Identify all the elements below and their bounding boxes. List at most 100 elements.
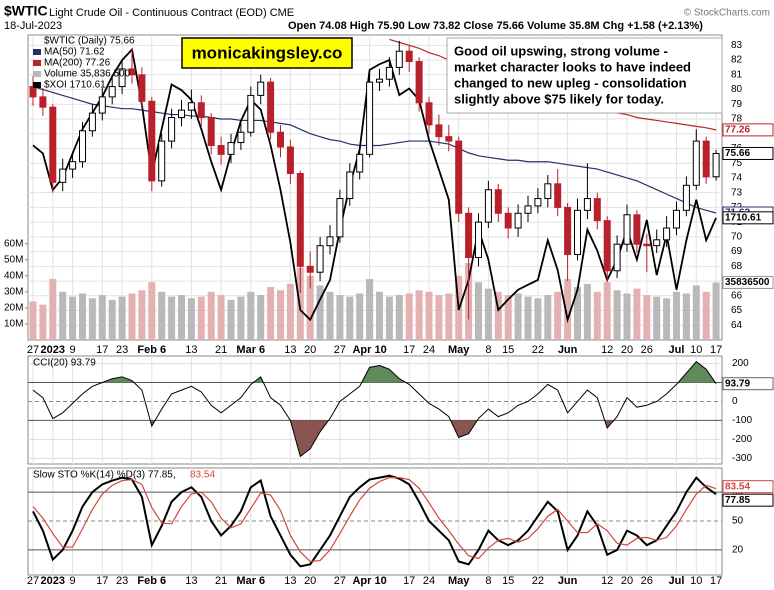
candle-body [653,239,661,247]
volume-bar [79,293,86,340]
volume-bar [504,295,512,340]
candle-body [217,145,225,155]
volume-bar [653,296,661,340]
x-tick-label: 13 [284,344,296,356]
candle-body [593,198,601,222]
volume-bar [534,298,542,340]
legend-entry: CCI(20) 93.79 [33,358,96,369]
candle-body [385,66,393,80]
y-tick-label: 69 [731,246,743,257]
candle-body [267,81,275,133]
volume-bar [484,288,492,340]
value-badge-label: 83.54 [725,481,750,492]
volume-bar [88,298,96,340]
volume-bar [138,290,146,340]
candle-body [682,184,690,211]
series-line [32,474,717,568]
x-tick-label: 17 [96,344,108,356]
x-tick-label: 8 [485,344,491,356]
candle-body [484,189,492,223]
x-tick-label: Apr 10 [352,575,386,587]
y2-tick-label: 10M [4,319,23,330]
x-tick-label: Jul [669,575,685,587]
candle-body [237,131,245,144]
x-tick-label: 17 [403,344,415,356]
volume-bar [98,295,106,340]
y-tick-label: -100 [732,415,752,426]
legend-entry: MA(200) 77.26 [44,58,111,69]
y2-tick-label: 40M [4,270,23,281]
y-tick-label: 83 [731,40,743,51]
candle-body [108,86,116,98]
volume-bar [237,296,245,340]
y-tick-label: 200 [732,358,749,369]
y-tick-label: 70 [731,232,743,243]
candle-body [79,130,86,163]
candle-body [207,117,215,147]
volume-bar [554,291,562,340]
x-tick-label: 20 [621,344,633,356]
watermark: monicakingsley.co [192,43,343,62]
candle-body [663,227,671,241]
x-tick-label: Jun [558,575,578,587]
volume-bar [564,279,572,340]
x-tick-label: 23 [116,344,128,356]
candle-body [366,81,374,155]
candle-body [524,205,532,214]
annotation-box [446,37,723,114]
x-tick-label: 21 [215,344,227,356]
value-badge [722,146,774,160]
candle-body [98,96,106,114]
volume-bar [366,279,374,340]
candle-body [643,243,651,247]
candle-body [574,209,581,256]
annotation: slightly above $75 likely for today. [454,91,664,106]
volume-bar [544,295,552,340]
x-tick-label: Mar 6 [236,344,265,356]
x-tick-label: Jul [669,344,685,356]
candle-body [415,61,423,104]
volume-bar [593,291,601,340]
y-tick-label: 73 [731,187,743,198]
candle-body [623,214,631,245]
candle-body [514,212,522,229]
value-badge-label: 93.79 [725,378,750,389]
x-tick-label: May [448,575,470,587]
volume-bar [524,296,532,340]
volume-bar [187,298,195,340]
candle-body [39,96,47,108]
candle-body [395,50,403,68]
candle-body [118,68,126,88]
x-tick-label: 22 [532,344,544,356]
volume-bar [514,293,522,340]
candle-body [168,117,176,142]
candle-body [633,214,641,245]
x-tick-label: 13 [185,575,197,587]
volume-bar [346,296,354,340]
x-tick-label: 20 [621,575,633,587]
source: © StockCharts.com [684,8,770,19]
volume-bar [257,295,265,340]
y-tick-label: 80 [731,84,743,95]
candle-body [712,152,720,178]
candle-body [583,198,591,211]
candle-body [138,74,146,102]
candle-body [59,168,67,183]
value-badge [722,275,774,289]
x-tick-label: 2023 [41,344,65,356]
candle-body [158,140,166,182]
candle-body [405,50,413,63]
candle-body [306,265,314,273]
candle-body [554,183,562,208]
value-badge [722,211,774,225]
value-badge [722,123,774,137]
volume-bar [405,293,413,340]
candle-body [435,124,443,138]
x-tick-label: 12 [601,575,613,587]
volume-bar [336,295,344,340]
x-tick-label: 27 [334,344,346,356]
y-tick-label: 68 [731,261,743,272]
candle-body [88,112,96,132]
x-tick-label: 27 [334,575,346,587]
